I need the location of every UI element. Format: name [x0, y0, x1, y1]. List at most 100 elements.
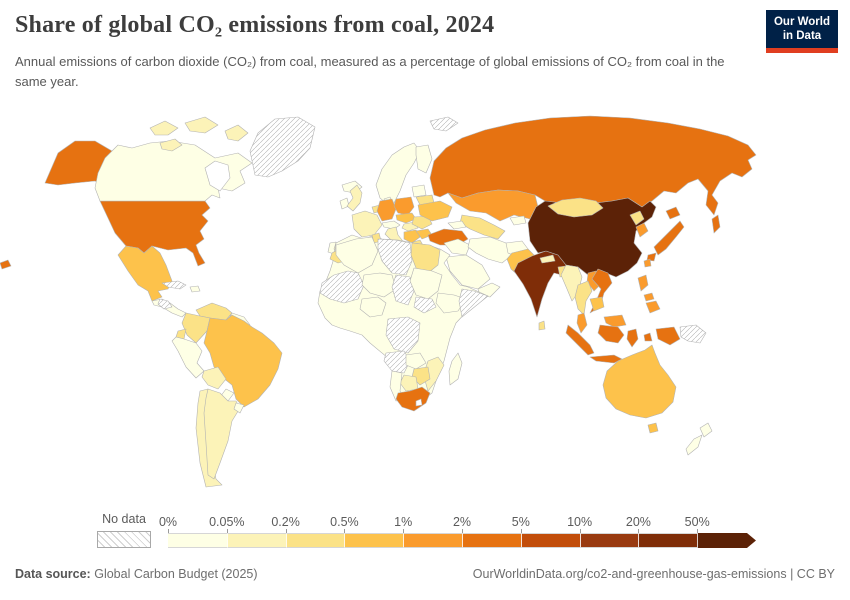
legend-bin[interactable]	[344, 533, 404, 548]
country-north-korea[interactable]	[629, 210, 645, 226]
legend-bin[interactable]	[520, 533, 580, 548]
legend-tick-label: 0.05%	[209, 515, 245, 529]
country-argentina[interactable]	[203, 388, 241, 480]
country-new-zealand[interactable]	[685, 422, 713, 456]
legend-tick-label: 50%	[684, 515, 710, 529]
legend-no-data-label: No data	[102, 512, 146, 526]
country-nigeria[interactable]	[359, 296, 387, 318]
legend-tick-mark	[638, 529, 640, 533]
legend-bar	[168, 533, 756, 548]
region-baltics[interactable]	[411, 184, 427, 198]
footer-license: CC BY	[796, 567, 835, 581]
country-papua-new-guinea[interactable]	[679, 324, 707, 344]
map-legend: No data 0% 0.05% 0.2% 0.5% 1% 2% 5% 10% 20% 50%	[97, 512, 756, 548]
region-balkans[interactable]	[403, 229, 421, 244]
country-peru[interactable]	[171, 336, 205, 379]
region-syria-iraq[interactable]	[443, 238, 471, 256]
country-mexico[interactable]	[117, 245, 173, 302]
country-somalia[interactable]	[458, 288, 489, 318]
country-poland[interactable]	[393, 196, 415, 216]
country-chad[interactable]	[391, 274, 415, 306]
legend-bin[interactable]	[285, 533, 345, 548]
country-uruguay[interactable]	[233, 402, 245, 414]
legend-tick-label: 2%	[452, 515, 472, 529]
country-japan[interactable]	[646, 206, 685, 262]
country-saudi-arabia[interactable]	[445, 254, 491, 290]
country-russia[interactable]	[429, 115, 757, 234]
legend-tick-mark	[579, 529, 581, 533]
country-germany[interactable]	[376, 198, 397, 222]
country-india[interactable]	[513, 250, 567, 318]
country-france[interactable]	[351, 210, 383, 238]
owid-logo-line1: Our World	[773, 16, 830, 28]
country-nicaragua[interactable]	[157, 298, 173, 310]
country-philippines[interactable]	[637, 274, 661, 314]
country-ethiopia[interactable]	[435, 292, 467, 314]
country-algeria[interactable]	[335, 236, 379, 274]
country-dr-congo[interactable]	[385, 316, 421, 354]
legend-tick-mark	[344, 529, 346, 533]
legend-bin[interactable]	[403, 533, 462, 548]
country-libya[interactable]	[377, 238, 413, 276]
footer-right: OurWorldinData.org/co2-and-greenhouse-ga…	[473, 567, 835, 581]
legend-tick-label: 5%	[511, 515, 530, 529]
country-colombia[interactable]	[181, 312, 211, 344]
legend-color-scale: 0% 0.05% 0.2% 0.5% 1% 2% 5% 10% 20% 50%	[159, 514, 756, 548]
region-caucasus[interactable]	[447, 220, 467, 230]
country-ukraine[interactable]	[417, 200, 453, 222]
country-niger[interactable]	[361, 272, 397, 298]
page-subtitle: Annual emissions of carbon dioxide (CO₂)…	[15, 54, 725, 89]
country-mongolia[interactable]	[547, 197, 604, 218]
country-greenland[interactable]	[249, 116, 316, 178]
legend-bin[interactable]	[226, 533, 286, 548]
legend-bin[interactable]	[697, 533, 756, 548]
country-svalbard[interactable]	[429, 116, 459, 132]
country-canada-arctic-islands[interactable]	[149, 116, 249, 152]
region-alps[interactable]	[381, 220, 401, 230]
country-zambia[interactable]	[405, 352, 427, 370]
country-iran[interactable]	[467, 236, 513, 264]
legend-tick-label: 0.5%	[330, 515, 359, 529]
legend-no-data[interactable]: No data	[97, 512, 151, 548]
legend-bin[interactable]	[461, 533, 521, 548]
legend-no-data-swatch[interactable]	[97, 531, 151, 548]
country-thailand[interactable]	[574, 280, 593, 316]
country-angola[interactable]	[383, 350, 411, 374]
country-ireland[interactable]	[339, 197, 350, 210]
country-south-sudan[interactable]	[413, 296, 437, 314]
country-czechia[interactable]	[395, 212, 417, 224]
country-south-korea[interactable]	[635, 222, 649, 238]
hudson-bay	[204, 160, 231, 192]
country-madagascar[interactable]	[448, 352, 463, 386]
legend-tick-label: 0.2%	[271, 515, 300, 529]
legend-tick-mark	[168, 529, 169, 533]
country-egypt[interactable]	[410, 242, 441, 274]
legend-tick-label: 0%	[158, 515, 178, 529]
legend-bin[interactable]	[579, 533, 639, 548]
legend-bin[interactable]	[168, 533, 227, 548]
country-taiwan[interactable]	[643, 258, 652, 268]
country-bolivia[interactable]	[201, 366, 227, 390]
country-sudan[interactable]	[409, 267, 443, 300]
legend-bin[interactable]	[638, 533, 698, 548]
country-nepal[interactable]	[539, 254, 556, 264]
region-west-sahara-mali[interactable]	[319, 270, 365, 304]
footer-link[interactable]: OurWorldinData.org/co2-and-greenhouse-ga…	[472, 567, 787, 581]
legend-tick-mark	[226, 529, 228, 533]
legend-tick-mark	[462, 529, 463, 533]
legend-tick-mark	[403, 529, 405, 533]
owid-logo[interactable]: Our World in Data	[766, 10, 838, 53]
region-kyrgyzstan-tajikistan[interactable]	[509, 215, 527, 226]
country-finland[interactable]	[415, 144, 433, 174]
country-indonesia[interactable]	[565, 324, 681, 364]
country-cambodia[interactable]	[589, 296, 605, 312]
country-lesotho[interactable]	[415, 398, 423, 407]
country-cuba[interactable]	[161, 280, 187, 290]
country-malaysia[interactable]	[576, 312, 627, 334]
country-australia[interactable]	[602, 344, 677, 434]
legend-tick-label: 20%	[625, 515, 651, 529]
country-hispaniola[interactable]	[189, 285, 201, 293]
country-sri-lanka[interactable]	[538, 320, 546, 331]
country-united-kingdom[interactable]	[346, 184, 363, 212]
legend-tick-mark	[697, 529, 699, 533]
